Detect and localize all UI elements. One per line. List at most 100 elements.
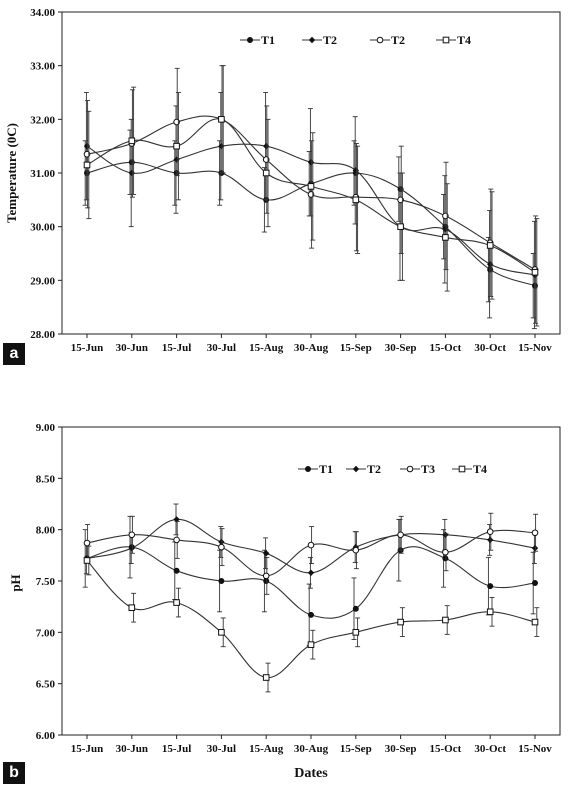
panel-b-x-tick-label: 15-Jul — [162, 743, 191, 755]
panel-b-x-tick-label: 15-Aug — [249, 743, 284, 755]
panel-b-data-point — [307, 611, 314, 618]
panel-b-data-point — [307, 569, 315, 576]
panel-b-series-line — [86, 560, 536, 679]
panel-b-series-4 — [83, 545, 540, 693]
panel-b-data-point — [442, 548, 449, 556]
panel-a-data-point — [218, 116, 225, 123]
panel-b-x-tick-label: 15-Oct — [430, 743, 462, 755]
panel-b-data-point — [128, 604, 136, 611]
panel-a-y-tick-label: 34.00 — [30, 7, 55, 19]
panel-b-y-tick-label: 8.00 — [36, 525, 56, 537]
panel-b-data-point — [531, 529, 539, 537]
panel-a-legend-label: T2 — [391, 33, 405, 47]
panel-a-data-point — [397, 186, 404, 193]
panel-b-legend-label: T1 — [319, 462, 333, 476]
panel-a-chart: 28.00 29.00 30.00 31.00 32.00 33.00 34.00 15-Ju… — [4, 7, 561, 354]
panel-b-data-point — [307, 641, 315, 648]
panel-a-x-tick-label: 30-Oct — [474, 342, 506, 354]
panel-a-x-tick-label: 15-Jun — [71, 342, 103, 354]
panel-b-data-point — [442, 616, 449, 624]
panel-b-data-point — [218, 543, 225, 551]
panel-b-legend-label: T3 — [421, 462, 435, 476]
panel-a-x-tick-label: 15-Oct — [430, 342, 462, 354]
panel-a-y-axis-label: Temperature (0C) — [4, 123, 19, 223]
panel-b-data-point — [442, 531, 449, 538]
panel-a-data-point — [173, 142, 180, 150]
panel-b-data-point — [442, 555, 449, 562]
panel-b-x-tick-label: 15-Sep — [340, 743, 372, 755]
panel-a-legend-label: T2 — [323, 33, 337, 47]
panel-a-legend-label: T4 — [457, 33, 471, 47]
panel-a-legend-label: T1 — [261, 33, 275, 47]
panel-b-legend-marker — [352, 465, 360, 473]
panel-b-data-point — [83, 539, 91, 547]
panel-b-legend: T1 T2 T3 T4 — [298, 462, 487, 476]
panel-label-a: a — [3, 343, 25, 365]
panel-b-data-point — [128, 531, 136, 539]
panel-b-data-point — [173, 536, 180, 544]
panel-b-data-point — [173, 516, 180, 523]
panel-b-x-tick-label: 15-Jun — [71, 743, 103, 755]
panel-a-x-tick-label: 15-Sep — [340, 342, 372, 354]
panel-b-x-tick-label: 15-Nov — [518, 743, 552, 755]
panel-b-data-point — [262, 674, 270, 681]
panel-a-legend-marker — [442, 36, 450, 44]
panel-b-legend-marker — [304, 465, 311, 472]
panel-a-legend-marker — [246, 37, 253, 44]
panel-a-data-point — [128, 137, 136, 145]
panel-a-y-tick-label: 28.00 — [30, 329, 55, 341]
panel-a-data-point — [128, 159, 135, 166]
panel-a-x-tick-label: 30-Jun — [116, 342, 148, 354]
panel-b-data-point — [307, 541, 315, 549]
panel-a-y-tick-label: 30.00 — [30, 222, 55, 234]
panel-b-data-point — [352, 629, 360, 636]
panel-b-data-point — [531, 618, 539, 626]
panel-a-y-tick-label: 31.00 — [30, 168, 55, 180]
panel-b-y-tick-label: 7.00 — [36, 627, 56, 639]
panel-b-x-tick-label: 30-Aug — [294, 743, 329, 755]
panel-b-y-tick-label: 6.50 — [36, 679, 56, 691]
panel-b-data-point — [128, 544, 135, 552]
panel-a-data-point — [307, 159, 315, 166]
panel-b-data-point — [486, 608, 494, 616]
panel-b-series-3 — [83, 512, 539, 595]
panel-a-data-point — [83, 161, 91, 169]
panel-b-data-point — [263, 550, 270, 557]
panel-b-chart: 6.00 6.50 7.00 7.50 8.00 8.50 9.00 15-Jun 30-Jun… — [8, 422, 561, 781]
panel-b-data-point — [352, 546, 360, 554]
panel-a-data-point — [486, 242, 494, 249]
panel-b-series-1 — [82, 515, 539, 647]
panel-a-y-tick-label: 33.00 — [30, 61, 55, 73]
panel-b-y-tick-label: 9.00 — [36, 422, 56, 434]
panel-b-y-tick-label: 6.00 — [36, 730, 56, 742]
panel-b-x-tick-label: 30-Oct — [474, 743, 506, 755]
panel-a-series-4 — [83, 65, 540, 327]
panel-b-y-tick-label: 7.50 — [36, 576, 56, 588]
panel-b-data-point — [263, 578, 270, 585]
panel-a-data-point — [262, 169, 270, 177]
panel-b-x-axis-label: Dates — [294, 766, 328, 781]
panel-b-data-point — [531, 544, 539, 552]
panel-a-x-tick-label: 30-Jul — [207, 342, 236, 354]
panel-b-data-point — [218, 578, 225, 585]
panel-a-x-tick-label: 30-Sep — [385, 342, 417, 354]
panel-a-x-tick-label: 15-Aug — [249, 342, 284, 354]
panel-label-b: b — [3, 762, 25, 784]
panel-a-x-tick-label: 30-Aug — [294, 342, 329, 354]
panel-b-data-point — [487, 536, 494, 544]
panel-b-y-axis-label: pH — [8, 574, 23, 591]
panel-b-y-tick-label: 8.50 — [36, 473, 56, 485]
panel-a-data-point — [397, 223, 404, 230]
panel-a-x-tick-label: 15-Nov — [518, 342, 552, 354]
panel-b-data-point — [218, 538, 225, 546]
panel-b-data-point — [486, 528, 494, 536]
panel-a-legend: T1 T2 T2 T4 — [240, 33, 471, 47]
panel-b-data-point — [262, 572, 270, 580]
panel-b-legend-label: T4 — [473, 462, 487, 476]
panel-a-data-point — [307, 183, 315, 190]
panel-b-data-point — [83, 557, 91, 564]
panel-b-legend-marker — [406, 465, 414, 473]
panel-b-data-point — [397, 618, 404, 626]
panel-b-x-tick-label: 30-Jun — [116, 743, 148, 755]
